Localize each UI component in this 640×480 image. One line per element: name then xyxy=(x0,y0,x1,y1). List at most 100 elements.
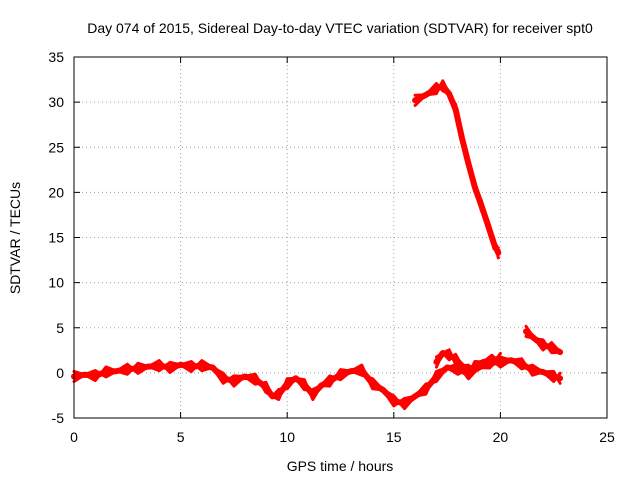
data-point xyxy=(478,202,484,208)
data-point xyxy=(540,369,546,375)
series-late-short-segment xyxy=(523,324,564,356)
x-tick-label: 15 xyxy=(386,429,402,445)
y-tick-label: 30 xyxy=(48,94,64,110)
y-tick-label: 25 xyxy=(48,139,64,155)
data-point xyxy=(485,221,491,227)
data-point xyxy=(327,378,333,384)
plot-border xyxy=(73,56,608,419)
data-point xyxy=(252,376,258,382)
x-tick-label: 25 xyxy=(599,429,615,445)
data-point xyxy=(338,372,343,378)
data-point xyxy=(446,91,452,97)
data-point xyxy=(551,374,557,379)
y-tick-label: 15 xyxy=(48,230,64,246)
data-point xyxy=(465,161,471,166)
data-point xyxy=(124,366,130,372)
data-point xyxy=(453,356,459,362)
data-point xyxy=(92,373,98,379)
data-point xyxy=(444,365,450,370)
data-point xyxy=(167,365,173,370)
data-point xyxy=(480,359,486,365)
data-point xyxy=(82,372,88,378)
x-tick-label: 5 xyxy=(177,429,185,445)
data-point xyxy=(146,364,152,370)
series-layer xyxy=(71,79,564,411)
data-point xyxy=(348,368,354,374)
data-point xyxy=(199,363,205,369)
data-point xyxy=(433,86,439,92)
x-tick-label: 10 xyxy=(279,429,295,445)
series-upper-branch xyxy=(433,348,504,377)
series-band-trace xyxy=(524,334,562,355)
y-tick-label: 5 xyxy=(56,320,64,336)
data-point xyxy=(263,384,269,390)
data-point xyxy=(412,393,418,399)
data-point xyxy=(103,369,109,375)
data-point xyxy=(284,381,290,387)
data-point xyxy=(210,365,216,370)
data-point xyxy=(188,364,194,370)
x-tick-label: 20 xyxy=(493,429,509,445)
data-point xyxy=(446,352,452,358)
data-point xyxy=(370,381,375,387)
y-axis-label: SDTVAR / TECUs xyxy=(7,182,23,294)
series-afternoon-peak xyxy=(412,79,502,260)
data-point xyxy=(459,363,465,369)
x-axis-ticks: 0 5 10 15 20 25 xyxy=(70,57,615,445)
data-point xyxy=(440,83,446,89)
data-point xyxy=(519,361,525,367)
data-point xyxy=(293,375,299,381)
data-point xyxy=(310,392,316,397)
chart-title: Day 074 of 2015, Sidereal Day-to-day VTE… xyxy=(87,20,593,36)
data-point xyxy=(269,393,275,399)
data-point xyxy=(178,362,184,368)
data-point xyxy=(491,241,497,247)
data-point xyxy=(557,375,563,381)
data-point xyxy=(455,366,461,372)
series-band-trace xyxy=(434,351,502,377)
data-point xyxy=(359,367,365,373)
data-point xyxy=(440,350,446,356)
data-point xyxy=(508,357,514,363)
data-point xyxy=(523,328,529,334)
y-tick-label: 20 xyxy=(48,184,64,200)
data-point xyxy=(453,106,459,112)
series-band-trace xyxy=(434,348,502,374)
data-point xyxy=(231,378,237,384)
data-point xyxy=(433,359,439,365)
y-tick-label: 10 xyxy=(48,275,64,291)
data-point xyxy=(318,383,324,388)
data-point xyxy=(489,357,495,363)
data-point xyxy=(156,363,162,369)
data-point xyxy=(433,374,439,379)
data-point xyxy=(557,349,563,355)
data-point xyxy=(402,401,407,407)
series-band-trace xyxy=(524,324,562,354)
data-point xyxy=(423,386,429,392)
data-point xyxy=(114,368,120,374)
data-point xyxy=(465,367,471,373)
data-point xyxy=(472,184,478,190)
y-tick-label: 35 xyxy=(48,49,64,65)
x-tick-label: 0 xyxy=(70,429,78,445)
grid xyxy=(74,57,607,418)
data-point xyxy=(276,392,282,397)
data-point xyxy=(532,336,537,342)
data-point xyxy=(549,345,555,351)
x-axis-label: GPS time / hours xyxy=(287,458,394,474)
data-point xyxy=(423,92,429,98)
data-point xyxy=(497,355,503,361)
data-point xyxy=(412,97,418,103)
data-point xyxy=(495,250,501,256)
data-point xyxy=(380,387,386,393)
data-point xyxy=(540,342,546,348)
data-point xyxy=(301,382,307,388)
data-point xyxy=(220,375,226,381)
data-point xyxy=(135,365,141,371)
data-point xyxy=(391,398,397,404)
data-point xyxy=(472,364,478,370)
y-tick-label: -5 xyxy=(52,410,65,426)
data-point xyxy=(529,367,535,373)
